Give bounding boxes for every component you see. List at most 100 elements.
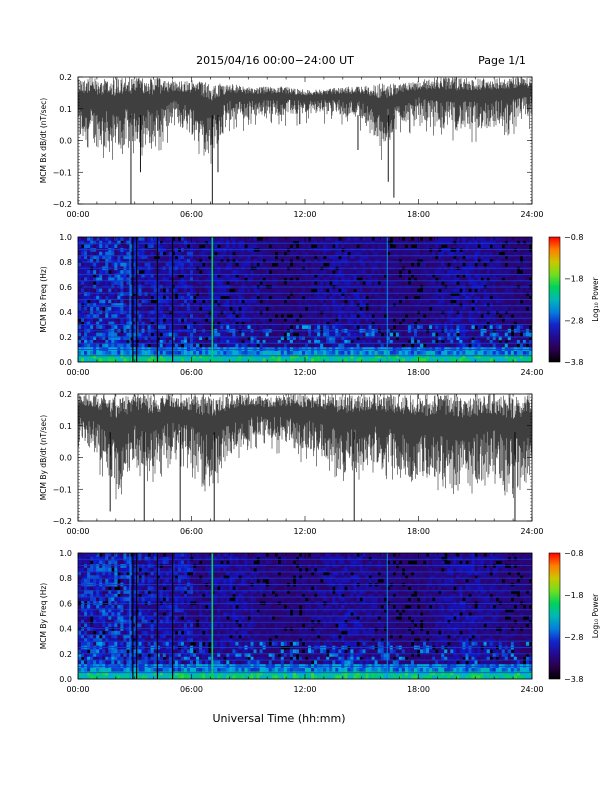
spectrogram-cell: [389, 310, 394, 315]
spectrogram-cell: [474, 310, 478, 315]
spectrogram-cell: [189, 270, 194, 275]
spectrogram-cell: [229, 310, 233, 315]
spectrogram-cell: [468, 292, 472, 297]
spectrogram-cell: [93, 317, 97, 322]
spectrogram-cell: [477, 306, 481, 311]
spectrogram-cell: [374, 277, 378, 282]
spectrogram-cell: [105, 240, 109, 245]
spectrogram-cell: [229, 292, 233, 297]
spectrogram-cell: [477, 314, 481, 319]
spectrogram-cell: [335, 255, 339, 260]
spectrogram-cell: [171, 295, 176, 300]
spectrogram-cell: [438, 321, 442, 326]
spectrogram-cell: [120, 270, 124, 275]
spectrogram-cell: [332, 303, 336, 308]
spectrogram-cell: [462, 358, 466, 363]
spectrogram-cell: [132, 270, 136, 275]
y-tick-label: 0.4: [59, 308, 72, 317]
spectrogram-cell: [326, 244, 330, 249]
spectrogram-cell: [289, 339, 294, 344]
spectrogram-cell: [528, 306, 533, 311]
spectrogram-cell: [386, 295, 391, 300]
spectrogram-cell: [180, 310, 185, 315]
spectrogram-cell: [123, 295, 127, 300]
spectrogram-cell: [356, 332, 360, 337]
spectrogram-cell: [320, 295, 324, 300]
spectrogram-cell: [492, 336, 496, 341]
spectrogram-cell: [189, 306, 194, 311]
spectrogram-cell: [253, 270, 257, 275]
spectrogram-cell: [498, 288, 503, 293]
spectrogram-cell: [420, 306, 424, 311]
spectrogram-cell: [217, 325, 221, 330]
spectrogram-cell: [298, 299, 303, 304]
spectrogram-cell: [498, 292, 503, 297]
spectrogram-cell: [456, 288, 460, 293]
spectrogram-cell: [186, 336, 191, 341]
spectrogram-cell: [447, 317, 451, 322]
spectrogram-cell: [444, 306, 448, 311]
spectrogram-cell: [81, 310, 85, 315]
spectrogram-cell: [298, 248, 303, 253]
spectrogram-cell: [250, 303, 254, 308]
spectrogram-cell: [150, 303, 154, 308]
spectrogram-cell: [244, 270, 248, 275]
spectrogram-cell: [462, 317, 466, 322]
spectrogram-cell: [441, 240, 445, 245]
spectrogram-cell: [317, 237, 321, 241]
spectrogram-cell: [510, 310, 515, 315]
spectrogram-cell: [105, 306, 109, 311]
spectrogram-cell: [165, 314, 170, 319]
spectrogram-cell: [501, 262, 506, 267]
spectrogram-cell: [389, 354, 394, 359]
spectrogram-cell: [474, 277, 478, 282]
spectrogram-cell: [268, 354, 273, 359]
spectrogram-cell: [416, 343, 421, 348]
y-tick-label: 0.2: [59, 73, 72, 82]
spectrogram-cell: [525, 259, 530, 264]
spectrogram-cell: [392, 321, 397, 326]
spectrogram-cell: [465, 277, 469, 282]
spectrogram-cell: [489, 262, 493, 267]
spectrogram-cell: [477, 248, 481, 253]
spectrogram-cell: [262, 350, 266, 355]
spectrogram-cell: [353, 303, 357, 308]
spectrogram-cell: [489, 336, 493, 341]
spectrogram-cell: [256, 306, 260, 311]
spectrogram-cell: [220, 339, 224, 344]
x-tick-label: 12:00: [293, 368, 316, 377]
spectrogram-cell: [241, 273, 245, 278]
spectrogram-cell: [93, 292, 97, 297]
spectrogram-cell: [144, 314, 148, 319]
spectrogram-cell: [123, 288, 127, 293]
spectrogram-cell: [401, 270, 406, 275]
spectrogram-cell: [383, 262, 388, 267]
spectrogram-cell: [289, 240, 294, 245]
spectrogram-cell: [347, 270, 351, 275]
spectrogram-cell: [102, 299, 106, 304]
spectrogram-cell: [138, 343, 142, 348]
spectrogram-cell: [189, 310, 194, 315]
spectrogram-cell: [441, 354, 445, 359]
spectrogram-cell: [117, 303, 121, 308]
spectrogram-cell: [96, 332, 100, 337]
spectrogram-cell: [380, 248, 384, 253]
spectrogram-cell: [96, 255, 100, 260]
spectrogram-cell: [96, 303, 100, 308]
spectrogram-cell: [516, 354, 521, 359]
spectrogram-cell: [283, 325, 288, 330]
spectrogram-cell: [423, 251, 427, 256]
spectrogram-cell: [196, 343, 200, 348]
spectrogram-cell: [453, 281, 457, 286]
spectrogram-cell: [413, 314, 418, 319]
spectrogram-cell: [465, 325, 469, 330]
spectrogram-cell: [199, 332, 203, 337]
spectrogram-cell: [138, 244, 142, 249]
spectrogram-cell: [193, 255, 197, 260]
spectrogram-cell: [471, 317, 475, 322]
spectrogram-cell: [150, 325, 154, 330]
spectrogram-cell: [292, 339, 297, 344]
spectrogram-cell: [332, 262, 336, 267]
spectrogram-cell: [193, 332, 197, 337]
spectrogram-cell: [507, 292, 512, 297]
